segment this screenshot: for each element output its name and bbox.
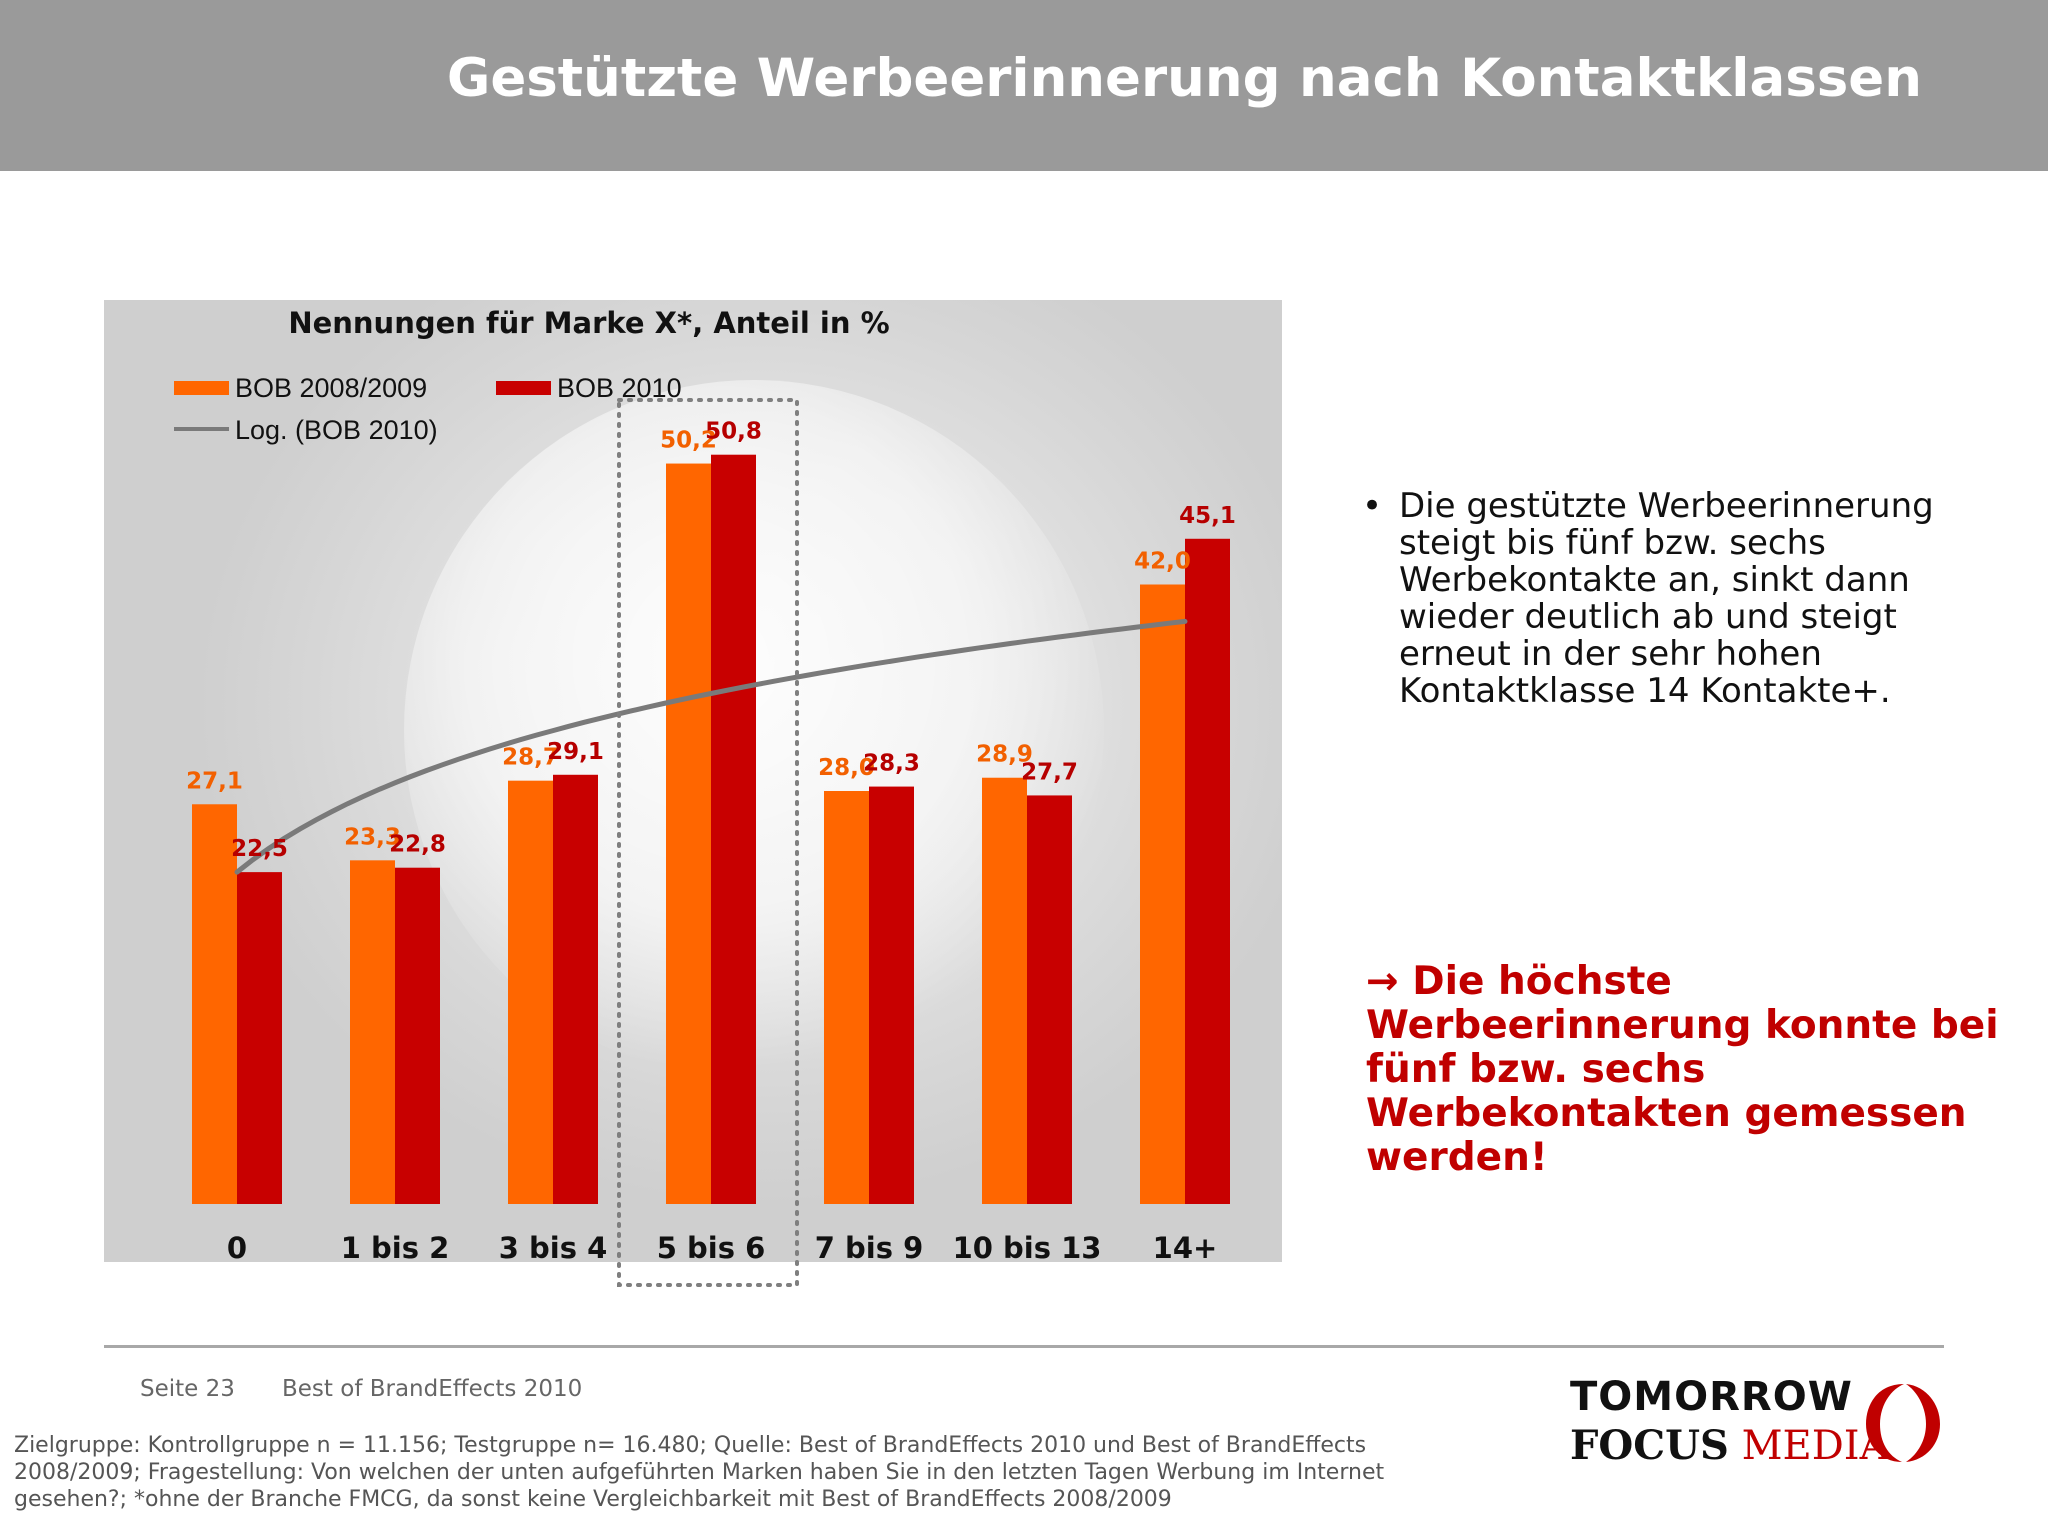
- category-label-5-bis-6: 5 bis 6: [657, 1231, 766, 1262]
- legend-label-bob-2010: BOB 2010: [557, 373, 682, 403]
- footnote: Zielgruppe: Kontrollgruppe n = 11.156; T…: [14, 1433, 1385, 1512]
- category-label-14plus: 14+: [1153, 1231, 1218, 1262]
- data-label-bob-2010-7-bis-9: 28,3: [863, 751, 920, 777]
- data-label-bob-2010-5-bis-6: 50,8: [705, 419, 762, 445]
- category-labels-group: 0 1 bis 2 3 bis 4 5 bis 6 7 bis 9 10 bis 13 14…: [227, 1231, 1217, 1262]
- footer-divider: [104, 1345, 1944, 1348]
- legend-label-bob-2008-2009: BOB 2008/2009: [235, 373, 427, 403]
- category-label-1-bis-2: 1 bis 2: [341, 1231, 450, 1262]
- bar-bob-2010-3-bis-4: [553, 774, 598, 1204]
- bar-bob-2008-2009-14plus: [1140, 584, 1185, 1204]
- company-logo: TOMORROW FOCUS MEDIA: [1568, 1374, 1948, 1474]
- category-label-7-bis-9: 7 bis 9: [815, 1231, 924, 1262]
- conclusion-text: → Die höchste Werbeerinnerung konnte bei…: [1366, 960, 2026, 1180]
- bar-bob-2010-1-bis-2: [395, 867, 440, 1204]
- page-number: Seite 23: [140, 1376, 235, 1402]
- category-label-0: 0: [227, 1231, 247, 1262]
- bar-bob-2008-2009-3-bis-4: [508, 780, 553, 1204]
- bar-bob-2008-2009-0: [192, 804, 237, 1204]
- category-label-3-bis-4: 3 bis 4: [499, 1231, 608, 1262]
- legend-swatch-bob-2008-2009: [174, 381, 229, 395]
- data-label-bob-2008-2009-10-bis-13: 28,9: [976, 742, 1033, 768]
- bar-bob-2008-2009-5-bis-6: [666, 463, 711, 1204]
- bar-bob-2008-2009-10-bis-13: [982, 777, 1027, 1204]
- data-label-bob-2010-3-bis-4: 29,1: [547, 739, 604, 765]
- legend: BOB 2008/2009 BOB 2010 Log. (BOB 2010): [174, 373, 682, 445]
- data-label-bob-2008-2009-1-bis-2: 23,3: [344, 824, 401, 850]
- bar-bob-2010-10-bis-13: [1027, 795, 1072, 1204]
- bar-bob-2008-2009-1-bis-2: [350, 860, 395, 1204]
- logo-text-focus: FOCUS: [1570, 1422, 1729, 1469]
- logo-text-line2: FOCUS MEDIA: [1570, 1422, 1889, 1469]
- data-label-bob-2010-14plus: 45,1: [1179, 503, 1236, 529]
- bullet-icon: •: [1362, 486, 1383, 526]
- legend-label-trendline: Log. (BOB 2010): [235, 415, 438, 445]
- title-bar: Gestützte Werbeerinnerung nach Kontaktkl…: [0, 0, 2048, 171]
- logo-text-tomorrow: TOMORROW: [1570, 1374, 1853, 1420]
- bar-chart: Nennungen für Marke X*, Anteil in % BOB …: [174, 306, 1236, 1262]
- conclusion-statement: Die höchste Werbeerinnerung konnte bei f…: [1366, 959, 1999, 1180]
- bar-bob-2010-7-bis-9: [869, 786, 914, 1204]
- slide-title: Gestützte Werbeerinnerung nach Kontaktkl…: [446, 48, 1922, 109]
- footer-title: Best of BrandEffects 2010: [282, 1376, 583, 1402]
- category-label-10-bis-13: 10 bis 13: [953, 1231, 1102, 1262]
- logo-ring-icon: [1866, 1384, 1940, 1462]
- arrow-right-icon: →: [1366, 959, 1399, 1004]
- bar-bob-2010-0: [237, 872, 282, 1204]
- legend-swatch-bob-2010: [496, 381, 551, 395]
- data-label-bob-2008-2009-0: 27,1: [186, 768, 243, 794]
- bar-bob-2008-2009-7-bis-9: [824, 791, 869, 1204]
- bar-bob-2010-5-bis-6: [711, 454, 756, 1204]
- data-label-bob-2008-2009-14plus: 42,0: [1134, 549, 1191, 575]
- chart-title: Nennungen für Marke X*, Anteil in %: [288, 306, 889, 340]
- bar-bob-2010-14plus: [1185, 538, 1230, 1204]
- bullet-text: Die gestützte Werbeerinnerung steigt bis…: [1399, 486, 1934, 711]
- chart-panel: Nennungen für Marke X*, Anteil in % BOB …: [104, 300, 1282, 1262]
- data-label-bob-2008-2009-3-bis-4: 28,7: [502, 745, 559, 771]
- data-label-bob-2010-1-bis-2: 22,8: [389, 832, 446, 858]
- logo-text-media: MEDIA: [1741, 1423, 1889, 1469]
- data-label-bob-2008-2009-7-bis-9: 28,0: [818, 755, 875, 781]
- data-label-bob-2010-10-bis-13: 27,7: [1021, 759, 1078, 785]
- data-label-bob-2010-0: 22,5: [231, 836, 288, 862]
